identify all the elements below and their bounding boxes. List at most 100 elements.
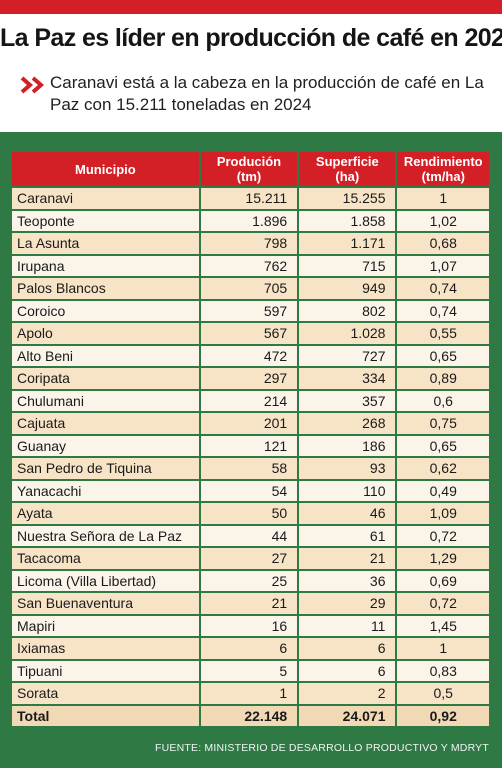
superficie-cell: 334 bbox=[299, 368, 396, 389]
municipio-cell: La Asunta bbox=[12, 233, 199, 254]
rendimiento-cell: 0,62 bbox=[397, 458, 489, 479]
table-row: Chulumani 214 357 0,6 bbox=[12, 390, 489, 411]
superficie-cell: 46 bbox=[299, 503, 396, 524]
municipio-cell: Tacacoma bbox=[12, 548, 199, 569]
superficie-cell: 727 bbox=[299, 345, 396, 366]
superficie-cell: 186 bbox=[299, 435, 396, 456]
municipio-cell: Alto Beni bbox=[12, 345, 199, 366]
table-row: Coroico 597 802 0,74 bbox=[12, 300, 489, 321]
page-title: La Paz es líder en producción de café en… bbox=[0, 24, 502, 52]
rendimiento-cell: 0,72 bbox=[397, 593, 489, 614]
data-table: Municipio Produción (tm) Superficie (ha) Rend… bbox=[10, 150, 491, 728]
rendimiento-cell: 0,55 bbox=[397, 323, 489, 344]
produccion-cell: 25 bbox=[200, 570, 298, 591]
top-accent-bar bbox=[0, 0, 502, 14]
table-body: Caranavi 15.211 15.255 1 Teoponte 1.896 1.858 1… bbox=[12, 188, 489, 726]
superficie-cell: 6 bbox=[299, 638, 396, 659]
produccion-cell: 44 bbox=[200, 525, 298, 546]
superficie-cell: 93 bbox=[299, 458, 396, 479]
rendimiento-cell: 1,29 bbox=[397, 548, 489, 569]
rendimiento-cell: 1 bbox=[397, 188, 489, 209]
column-header-rendimiento: Rendimiento (tm/ha) bbox=[397, 152, 489, 186]
produccion-cell: 762 bbox=[200, 255, 298, 276]
municipio-cell: Yanacachi bbox=[12, 480, 199, 501]
municipio-cell: Mapiri bbox=[12, 615, 199, 636]
column-header-superficie: Superficie (ha) bbox=[299, 152, 396, 186]
produccion-cell: 121 bbox=[200, 435, 298, 456]
table-row: Tacacoma 27 21 1,29 bbox=[12, 548, 489, 569]
rendimiento-cell: 0,65 bbox=[397, 435, 489, 456]
municipio-cell: Apolo bbox=[12, 323, 199, 344]
rendimiento-cell: 0,83 bbox=[397, 660, 489, 681]
produccion-cell: 297 bbox=[200, 368, 298, 389]
municipio-cell: Chulumani bbox=[12, 390, 199, 411]
source-note: FUENTE: MINISTERIO DE DESARROLLO PRODUCT… bbox=[155, 742, 489, 754]
rendimiento-cell: 0,74 bbox=[397, 300, 489, 321]
superficie-cell: 1.171 bbox=[299, 233, 396, 254]
rendimiento-cell: 0,74 bbox=[397, 278, 489, 299]
superficie-cell: 61 bbox=[299, 525, 396, 546]
rendimiento-cell: 0,72 bbox=[397, 525, 489, 546]
rendimiento-cell: 0,6 bbox=[397, 390, 489, 411]
produccion-cell: 472 bbox=[200, 345, 298, 366]
municipio-cell: Ayata bbox=[12, 503, 199, 524]
subtitle: Caranavi está a la cabeza en la producci… bbox=[50, 73, 484, 114]
produccion-cell: 21 bbox=[200, 593, 298, 614]
table-row: Ayata 50 46 1,09 bbox=[12, 503, 489, 524]
table-row: La Asunta 798 1.171 0,68 bbox=[12, 233, 489, 254]
rendimiento-cell: 0,75 bbox=[397, 413, 489, 434]
superficie-cell: 11 bbox=[299, 615, 396, 636]
produccion-cell: 50 bbox=[200, 503, 298, 524]
table-row: Sorata 1 2 0,5 bbox=[12, 683, 489, 704]
municipio-cell: Ixiamas bbox=[12, 638, 199, 659]
superficie-cell: 715 bbox=[299, 255, 396, 276]
table-row: Ixiamas 6 6 1 bbox=[12, 638, 489, 659]
table-row: Mapiri 16 11 1,45 bbox=[12, 615, 489, 636]
municipio-cell: Nuestra Señora de La Paz bbox=[12, 525, 199, 546]
produccion-cell: 567 bbox=[200, 323, 298, 344]
rendimiento-cell: 1,09 bbox=[397, 503, 489, 524]
rendimiento-cell: 1,02 bbox=[397, 210, 489, 231]
superficie-cell: 15.255 bbox=[299, 188, 396, 209]
table-row: Apolo 567 1.028 0,55 bbox=[12, 323, 489, 344]
municipio-cell: Tipuani bbox=[12, 660, 199, 681]
data-table-container: Municipio Produción (tm) Superficie (ha) Rend… bbox=[11, 150, 490, 728]
rendimiento-cell: 0,68 bbox=[397, 233, 489, 254]
table-row: Coripata 297 334 0,89 bbox=[12, 368, 489, 389]
produccion-cell: 798 bbox=[200, 233, 298, 254]
municipio-cell: Palos Blancos bbox=[12, 278, 199, 299]
superficie-cell: 24.071 bbox=[299, 705, 396, 726]
double-chevron-right-icon bbox=[20, 76, 45, 94]
table-row: Caranavi 15.211 15.255 1 bbox=[12, 188, 489, 209]
produccion-cell: 58 bbox=[200, 458, 298, 479]
column-header-municipio: Municipio bbox=[12, 152, 199, 186]
superficie-cell: 29 bbox=[299, 593, 396, 614]
municipio-cell: Cajuata bbox=[12, 413, 199, 434]
produccion-cell: 5 bbox=[200, 660, 298, 681]
table-row: Teoponte 1.896 1.858 1,02 bbox=[12, 210, 489, 231]
column-header-produccion: Produción (tm) bbox=[200, 152, 298, 186]
municipio-cell: Total bbox=[12, 705, 199, 726]
table-row: Yanacachi 54 110 0,49 bbox=[12, 480, 489, 501]
superficie-cell: 21 bbox=[299, 548, 396, 569]
rendimiento-cell: 0,49 bbox=[397, 480, 489, 501]
municipio-cell: Teoponte bbox=[12, 210, 199, 231]
table-header-row: Municipio Produción (tm) Superficie (ha) Rend… bbox=[12, 152, 489, 186]
produccion-cell: 6 bbox=[200, 638, 298, 659]
municipio-cell: Licoma (Villa Libertad) bbox=[12, 570, 199, 591]
table-row: Palos Blancos 705 949 0,74 bbox=[12, 278, 489, 299]
superficie-cell: 6 bbox=[299, 660, 396, 681]
produccion-cell: 214 bbox=[200, 390, 298, 411]
superficie-cell: 802 bbox=[299, 300, 396, 321]
superficie-cell: 1.028 bbox=[299, 323, 396, 344]
produccion-cell: 27 bbox=[200, 548, 298, 569]
municipio-cell: Guanay bbox=[12, 435, 199, 456]
table-row: Licoma (Villa Libertad) 25 36 0,69 bbox=[12, 570, 489, 591]
municipio-cell: Caranavi bbox=[12, 188, 199, 209]
municipio-cell: Coripata bbox=[12, 368, 199, 389]
table-row: Tipuani 5 6 0,83 bbox=[12, 660, 489, 681]
rendimiento-cell: 0,65 bbox=[397, 345, 489, 366]
municipio-cell: San Pedro de Tiquina bbox=[12, 458, 199, 479]
table-row: San Buenaventura 21 29 0,72 bbox=[12, 593, 489, 614]
superficie-cell: 110 bbox=[299, 480, 396, 501]
